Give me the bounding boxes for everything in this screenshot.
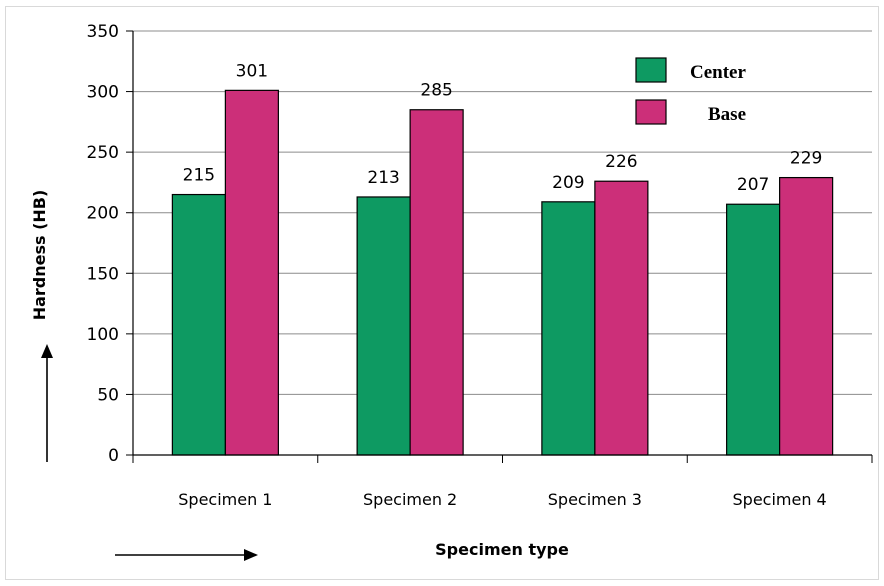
y-tick-label: 50 — [97, 385, 119, 405]
y-axis-title: Hardness (HB) — [30, 190, 49, 321]
bar-base — [594, 180, 649, 456]
bar-base — [779, 176, 834, 456]
legend-swatch-base — [635, 99, 667, 125]
y-tick-label: 200 — [87, 204, 119, 224]
data-label: 301 — [236, 61, 268, 81]
bar-center — [541, 201, 596, 456]
legend-label: Base — [708, 104, 746, 125]
data-label: 207 — [737, 175, 769, 195]
bar-center — [356, 196, 411, 456]
data-labels: 215 213 209 207 301 285 226 229 — [183, 61, 823, 195]
y-tick-label: 250 — [87, 143, 119, 163]
y-tick-label: 100 — [87, 325, 119, 345]
x-category-label: Specimen 4 — [733, 490, 827, 509]
y-axis-arrow — [41, 344, 53, 462]
x-axis-arrow — [115, 549, 258, 561]
y-axis-ticks: 0 50 100 150 200 250 300 350 — [87, 22, 133, 466]
x-category-label: Specimen 2 — [363, 490, 457, 509]
bar-center — [171, 193, 226, 456]
y-tick-label: 350 — [87, 22, 119, 42]
data-label: 226 — [605, 152, 637, 172]
x-axis-title: Specimen type — [435, 540, 569, 559]
legend: Center Base — [635, 57, 746, 125]
data-label: 209 — [552, 173, 584, 193]
bars — [171, 89, 834, 456]
x-category-label: Specimen 3 — [548, 490, 642, 509]
data-label: 285 — [420, 81, 452, 101]
y-tick-label: 150 — [87, 264, 119, 284]
bar-base — [224, 89, 279, 456]
y-tick-label: 0 — [108, 446, 119, 466]
data-label: 213 — [367, 168, 399, 188]
x-category-label: Specimen 1 — [178, 490, 272, 509]
data-label: 215 — [183, 166, 215, 186]
legend-label: Center — [690, 62, 746, 83]
data-label: 229 — [790, 149, 822, 169]
legend-swatch-center — [635, 57, 667, 83]
bar-base — [409, 109, 464, 456]
x-axis: Specimen 1 Specimen 2 Specimen 3 Specimen 4 — [132, 31, 873, 509]
bar-center — [726, 203, 781, 456]
y-tick-label: 300 — [87, 83, 119, 103]
